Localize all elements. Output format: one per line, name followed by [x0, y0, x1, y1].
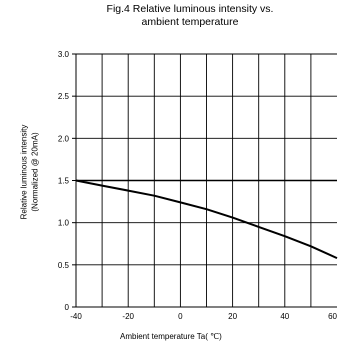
chart-title-line1: Fig.4 Relative luminous intensity vs. [106, 3, 274, 15]
y-tick-label: 0 [65, 303, 70, 312]
y-tick-label: 1.0 [58, 219, 70, 228]
y-tick-label: 0.5 [58, 261, 70, 270]
x-tick-label: 20 [228, 312, 237, 321]
x-tick-label: -20 [122, 312, 134, 321]
x-axis-label: Ambient temperature Ta( ℃) [120, 332, 222, 341]
y-tick-label: 2.0 [58, 134, 70, 143]
series-line [75, 179, 338, 260]
x-tick-label: 40 [280, 312, 289, 321]
chart-title-line2: ambient temperature [141, 16, 239, 28]
y-tick-label: 3.0 [58, 50, 70, 59]
x-tick-label: 60 [328, 312, 337, 321]
y-tick-label: 2.5 [58, 92, 70, 101]
y-tick-label: 1.5 [58, 177, 70, 186]
x-tick-label: -40 [70, 312, 82, 321]
x-tick-label: 0 [178, 312, 183, 321]
